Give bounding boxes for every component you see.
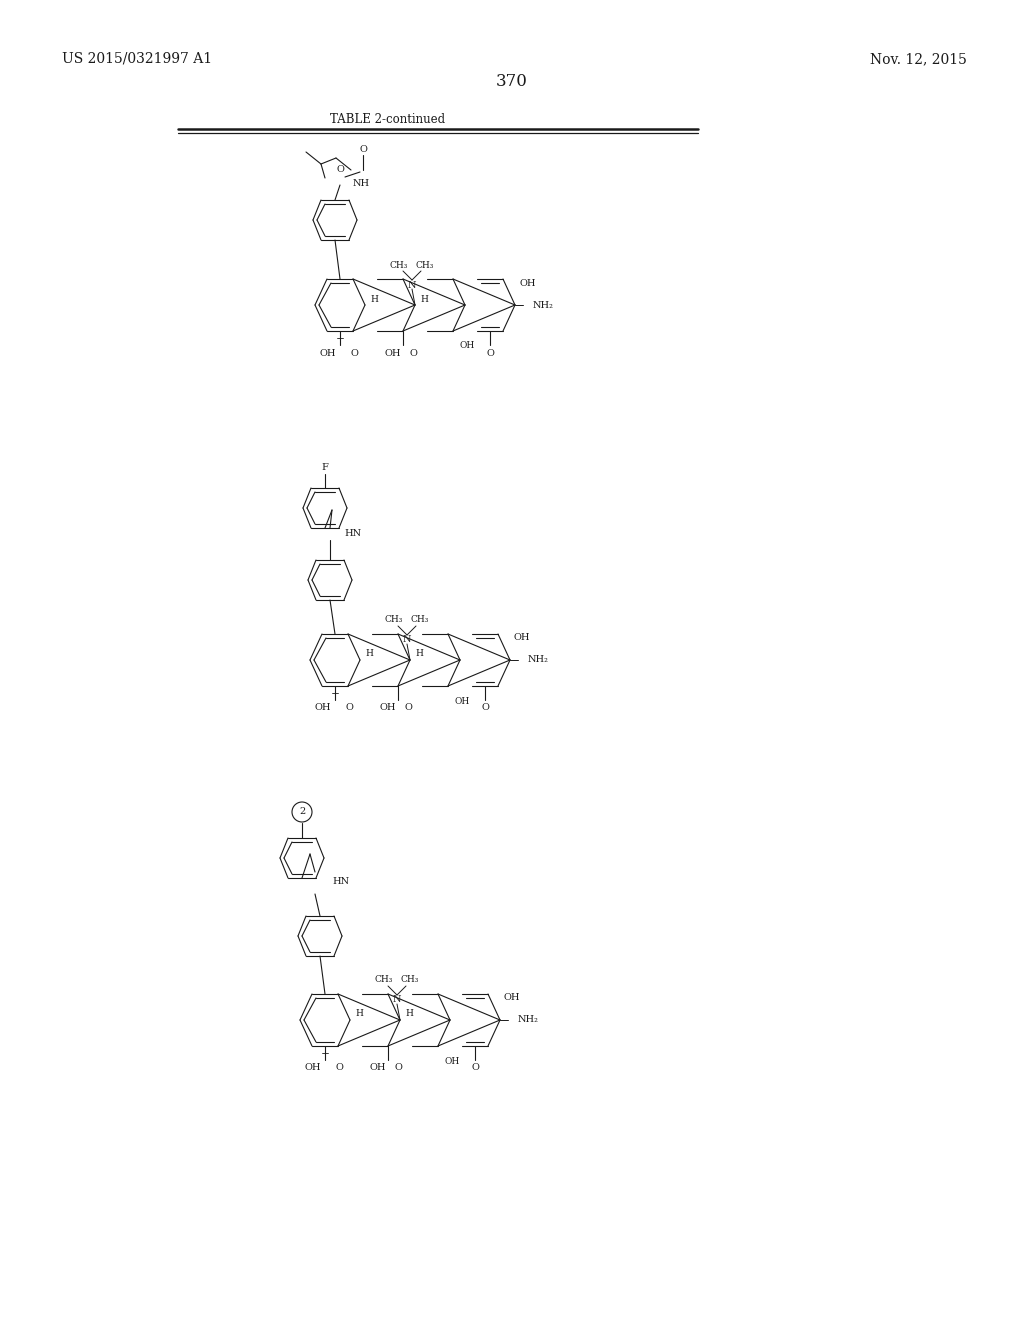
Text: CH₃: CH₃ (416, 260, 434, 269)
Text: HN: HN (332, 878, 349, 887)
Text: H: H (415, 649, 423, 659)
Text: OH: OH (504, 994, 520, 1002)
Text: HN: HN (344, 529, 361, 539)
Text: OH: OH (444, 1056, 460, 1065)
Text: O: O (481, 704, 488, 713)
Text: CH₃: CH₃ (400, 975, 419, 985)
Text: OH: OH (385, 348, 401, 358)
Text: NH₂: NH₂ (528, 656, 549, 664)
Text: O: O (345, 704, 353, 713)
Text: OH: OH (380, 704, 396, 713)
Text: N: N (408, 281, 416, 289)
Text: O: O (486, 348, 494, 358)
Text: OH: OH (319, 348, 336, 358)
Text: O: O (394, 1064, 402, 1072)
Text: US 2015/0321997 A1: US 2015/0321997 A1 (62, 51, 212, 66)
Text: N: N (402, 635, 412, 644)
Text: OH: OH (370, 1064, 386, 1072)
Text: Nov. 12, 2015: Nov. 12, 2015 (870, 51, 967, 66)
Text: O: O (471, 1064, 479, 1072)
Text: OH: OH (519, 279, 536, 288)
Text: OH: OH (514, 634, 530, 643)
Text: H: H (406, 1010, 413, 1019)
Text: CH₃: CH₃ (411, 615, 429, 624)
Text: O: O (335, 1064, 343, 1072)
Text: CH₃: CH₃ (385, 615, 403, 624)
Text: H: H (370, 294, 378, 304)
Text: NH₂: NH₂ (534, 301, 554, 309)
Text: NH₂: NH₂ (518, 1015, 539, 1024)
Text: CH₃: CH₃ (375, 975, 393, 985)
Text: OH: OH (305, 1064, 322, 1072)
Text: 370: 370 (496, 73, 528, 90)
Text: TABLE 2-continued: TABLE 2-continued (330, 114, 445, 125)
Text: NH: NH (353, 178, 370, 187)
Text: H: H (420, 294, 428, 304)
Text: H: H (355, 1010, 362, 1019)
Text: OH: OH (455, 697, 470, 705)
Text: CH₃: CH₃ (390, 260, 409, 269)
Text: O: O (359, 145, 367, 154)
Text: F: F (322, 463, 329, 473)
Text: O: O (336, 165, 344, 174)
Text: O: O (350, 348, 358, 358)
Text: N: N (393, 995, 401, 1005)
Text: OH: OH (460, 342, 475, 351)
Text: OH: OH (314, 704, 331, 713)
Text: O: O (409, 348, 417, 358)
Text: 2: 2 (299, 808, 305, 817)
Text: H: H (365, 649, 373, 659)
Text: O: O (404, 704, 412, 713)
